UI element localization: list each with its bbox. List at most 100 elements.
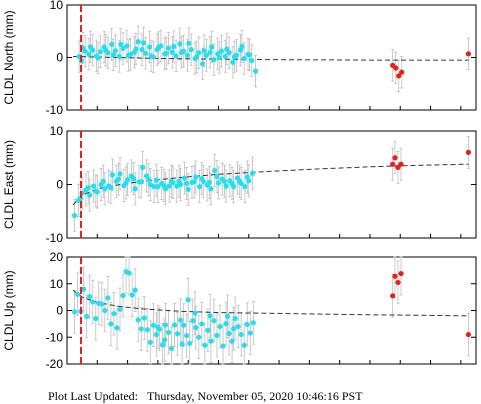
data-point-late bbox=[392, 273, 398, 279]
data-point-early bbox=[109, 41, 115, 47]
plot-frame bbox=[66, 130, 477, 239]
data-point-early bbox=[238, 331, 244, 338]
data-point-early bbox=[215, 180, 222, 186]
y-tick-label: -10 bbox=[46, 330, 64, 344]
data-point-early bbox=[103, 47, 109, 53]
data-point-early bbox=[247, 330, 253, 336]
data-point-early bbox=[250, 320, 256, 326]
data-point-early bbox=[212, 167, 218, 174]
data-point-late bbox=[465, 149, 472, 155]
data-point-early bbox=[249, 170, 256, 176]
data-point-early bbox=[208, 338, 214, 344]
data-point-early bbox=[216, 54, 222, 61]
data-point-early bbox=[86, 51, 92, 57]
data-point-early bbox=[199, 176, 205, 182]
data-point-early bbox=[193, 174, 199, 180]
data-point-early bbox=[126, 270, 132, 276]
data-point-early bbox=[116, 53, 122, 60]
data-point-early bbox=[190, 318, 196, 324]
data-point-late bbox=[398, 270, 404, 277]
data-point-late bbox=[398, 161, 404, 167]
data-point-early bbox=[168, 178, 175, 184]
data-point-early bbox=[138, 179, 144, 185]
data-point-early bbox=[231, 54, 237, 60]
data-point-early bbox=[192, 310, 198, 316]
data-point-early bbox=[221, 178, 228, 184]
data-point-early bbox=[252, 68, 259, 74]
data-point-early bbox=[102, 186, 108, 192]
data-point-early bbox=[226, 330, 232, 337]
data-point-early bbox=[162, 322, 169, 328]
data-point-early bbox=[184, 180, 190, 187]
y-axis-label: CLDL East (mm) bbox=[2, 140, 16, 229]
data-point-early bbox=[209, 44, 215, 50]
data-point-early bbox=[153, 177, 159, 183]
data-point-early bbox=[235, 323, 241, 330]
data-point-early bbox=[201, 48, 207, 54]
data-point-early bbox=[117, 306, 123, 313]
panel-1: -10 0 10 CLDL North (mm) bbox=[2, 0, 477, 117]
data-point-early bbox=[85, 185, 91, 191]
data-point-early bbox=[169, 49, 175, 55]
data-point-early bbox=[171, 43, 177, 50]
data-point-late bbox=[393, 65, 399, 71]
data-point-early bbox=[193, 54, 200, 60]
panel-3: -20 -10 0 10 20 CLDL Up (mm) bbox=[2, 250, 477, 371]
data-point-early bbox=[100, 178, 106, 184]
data-point-early bbox=[241, 55, 247, 62]
data-point-early bbox=[196, 50, 202, 56]
data-point-early bbox=[186, 40, 192, 46]
data-point-early bbox=[165, 329, 172, 336]
data-point-early bbox=[211, 57, 217, 63]
data-point-early bbox=[124, 43, 130, 49]
data-point-early bbox=[84, 313, 90, 319]
data-point-early bbox=[244, 174, 250, 180]
data-point-early bbox=[87, 44, 94, 50]
data-point-early bbox=[205, 327, 211, 333]
data-point-early bbox=[184, 333, 190, 339]
data-point-early bbox=[87, 192, 93, 198]
y-axis-label: CLDL Up (mm) bbox=[2, 270, 16, 350]
y-tick-label: 0 bbox=[56, 51, 63, 65]
data-point-early bbox=[239, 43, 245, 50]
data-point-early bbox=[115, 176, 122, 182]
data-point-early bbox=[111, 311, 117, 317]
data-point-early bbox=[187, 340, 193, 347]
data-point-late bbox=[390, 161, 396, 167]
y-tick-label: 20 bbox=[50, 250, 64, 264]
data-point-early bbox=[166, 183, 172, 189]
data-point-early bbox=[159, 342, 166, 348]
data-point-early bbox=[199, 321, 205, 327]
data-point-early bbox=[184, 52, 191, 59]
data-point-early bbox=[155, 324, 161, 330]
data-point-early bbox=[110, 52, 116, 58]
data-point-early bbox=[178, 49, 184, 55]
data-point-early bbox=[151, 184, 157, 190]
data-point-early bbox=[75, 291, 81, 298]
data-point-early bbox=[196, 184, 203, 190]
data-point-early bbox=[138, 326, 144, 332]
data-point-early bbox=[177, 41, 183, 47]
data-point-late bbox=[395, 279, 401, 286]
data-point-early bbox=[144, 327, 150, 333]
data-point-early bbox=[133, 46, 139, 52]
data-point-early bbox=[156, 44, 162, 51]
data-point-early bbox=[81, 286, 87, 292]
data-point-early bbox=[242, 184, 248, 190]
y-tick-label: 0 bbox=[56, 304, 63, 318]
data-point-early bbox=[125, 52, 131, 59]
data-point-early bbox=[199, 61, 206, 67]
y-tick-label: 10 bbox=[50, 124, 64, 138]
data-point-early bbox=[131, 176, 137, 182]
data-point-early bbox=[147, 181, 153, 188]
data-point-early bbox=[168, 345, 175, 352]
data-point-early bbox=[188, 47, 194, 53]
data-point-late bbox=[465, 51, 472, 57]
data-point-early bbox=[90, 299, 96, 305]
data-point-early bbox=[229, 338, 235, 344]
data-point-early bbox=[181, 175, 187, 181]
data-point-early bbox=[237, 178, 243, 184]
y-axis-label: CLDL North (mm) bbox=[2, 10, 16, 104]
data-point-early bbox=[203, 52, 209, 59]
data-point-early bbox=[249, 58, 255, 64]
